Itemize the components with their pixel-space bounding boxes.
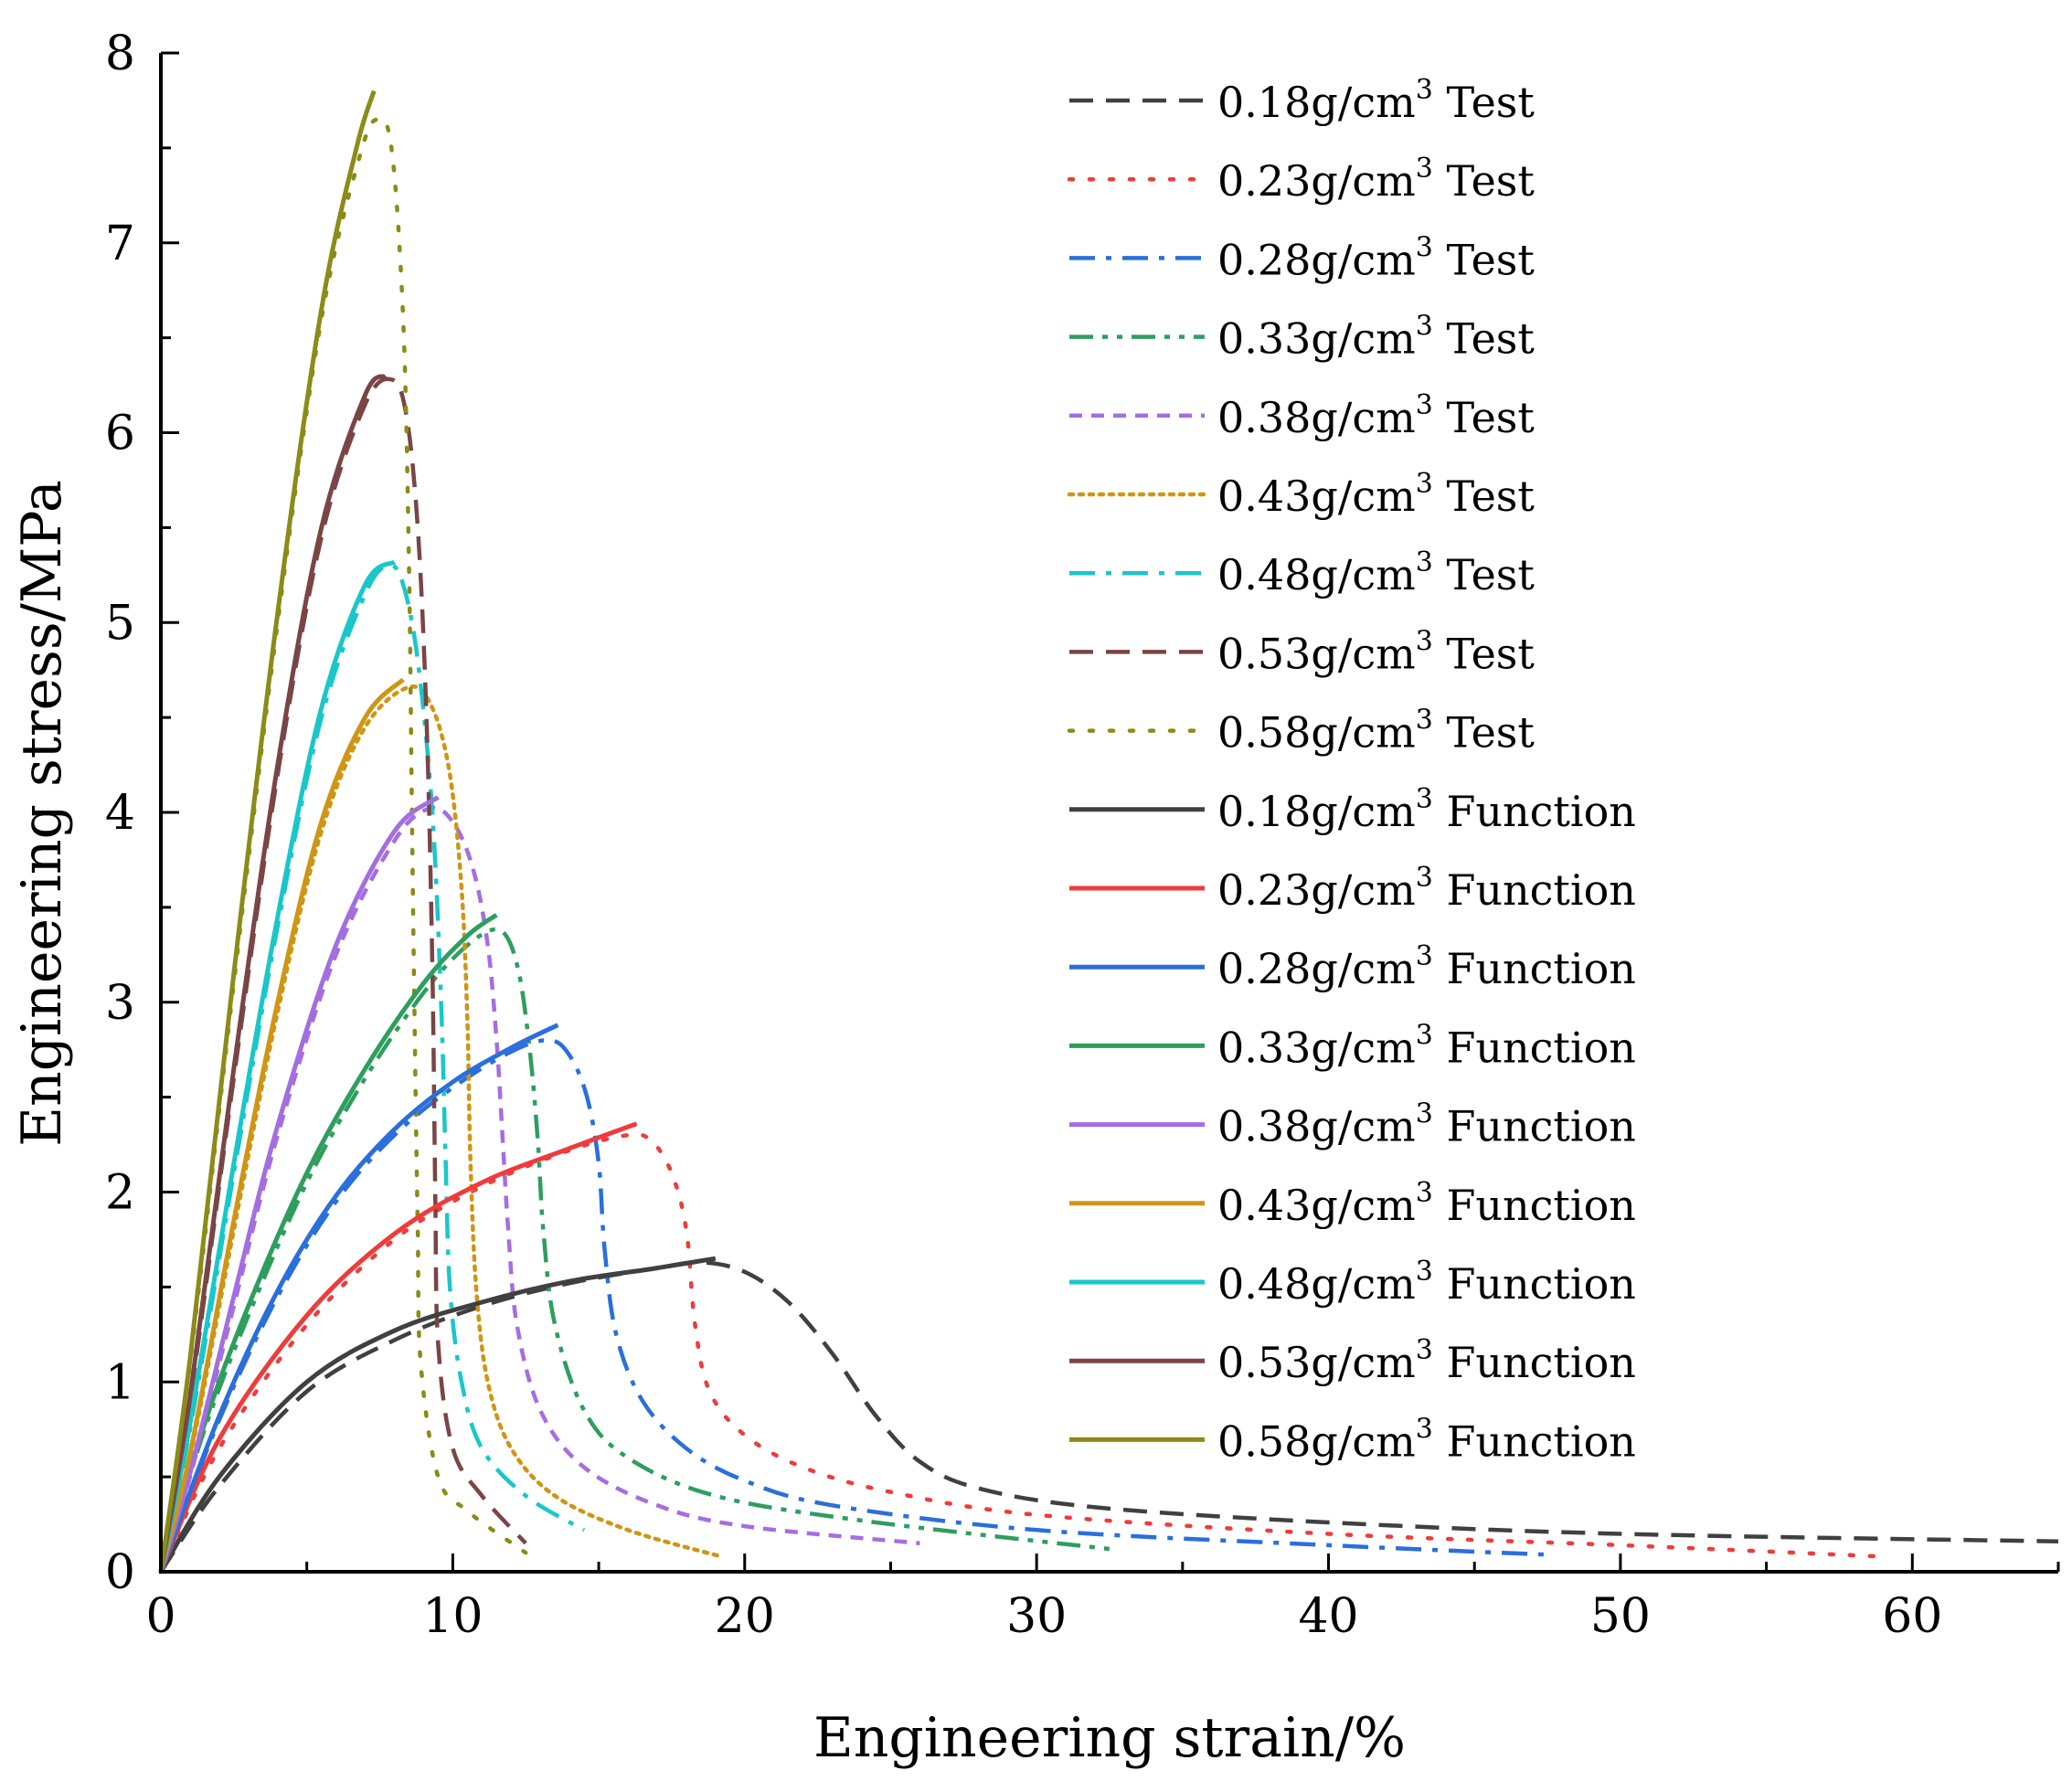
y-tick-label: 2 <box>105 1166 135 1221</box>
y-tick-label: 0 <box>105 1545 135 1600</box>
legend-label: 0.23g/cm3 Function <box>1217 862 1636 915</box>
axes: 0 10 20 30 40 50 60 0 1 2 3 4 5 6 7 8 <box>105 27 2060 1644</box>
series-line-038-test <box>158 805 920 1573</box>
legend: 0.18g/cm3 Test 0.23g/cm3 Test 0.28g/cm3 Te… <box>1067 74 1636 1466</box>
y-tick-label: 6 <box>105 407 135 461</box>
legend-item: 0.58g/cm3 Test <box>1067 705 1535 758</box>
y-tick-label: 8 <box>105 27 135 81</box>
legend-item: 0.28g/cm3 Test <box>1069 231 1535 284</box>
y-ticks: 0 1 2 3 4 5 6 7 8 <box>105 27 179 1600</box>
legend-label: 0.28g/cm3 Function <box>1217 940 1636 993</box>
legend-item: 0.48g/cm3 Test <box>1069 546 1535 599</box>
legend-item: 0.53g/cm3 Test <box>1069 625 1535 678</box>
x-axis-title: Engineering strain/% <box>813 1706 1406 1770</box>
series-line-043-function <box>158 677 405 1573</box>
legend-label: 0.58g/cm3 Test <box>1217 705 1535 758</box>
series-line-058-function <box>158 90 377 1573</box>
series-line-033-test <box>158 927 1110 1573</box>
y-tick-label: 3 <box>105 976 135 1031</box>
legend-item: 0.18g/cm3 Function <box>1069 783 1636 836</box>
legend-label: 0.43g/cm3 Test <box>1217 468 1535 521</box>
series-line-018-test <box>159 1260 2059 1574</box>
x-ticks: 0 10 20 30 40 50 60 <box>145 1553 2060 1644</box>
legend-item: 0.23g/cm3 Function <box>1069 862 1636 915</box>
legend-item: 0.43g/cm3 Function <box>1069 1177 1636 1230</box>
x-tick-label: 50 <box>1590 1589 1651 1644</box>
series-line-018-function <box>158 1256 717 1574</box>
legend-label: 0.18g/cm3 Test <box>1217 74 1535 127</box>
legend-label: 0.18g/cm3 Function <box>1217 783 1636 836</box>
legend-label: 0.43g/cm3 Function <box>1217 1177 1636 1230</box>
series-line-038-function <box>158 795 440 1573</box>
x-tick-label: 30 <box>1006 1589 1067 1644</box>
legend-item: 0.23g/cm3 Test <box>1067 153 1535 206</box>
legend-item: 0.58g/cm3 Function <box>1069 1413 1636 1466</box>
legend-item: 0.48g/cm3 Function <box>1069 1256 1636 1309</box>
legend-label: 0.23g/cm3 Test <box>1217 153 1535 206</box>
legend-item: 0.38g/cm3 Function <box>1069 1098 1636 1151</box>
legend-item: 0.53g/cm3 Function <box>1069 1334 1636 1387</box>
legend-label: 0.33g/cm3 Function <box>1217 1019 1636 1072</box>
series-line-053-test <box>158 376 527 1573</box>
legend-label: 0.28g/cm3 Test <box>1217 231 1535 284</box>
legend-item: 0.18g/cm3 Test <box>1069 74 1535 127</box>
legend-item: 0.38g/cm3 Test <box>1069 389 1535 442</box>
series-line-058-test <box>158 116 528 1575</box>
legend-item: 0.33g/cm3 Test <box>1069 311 1535 364</box>
series-line-023-test <box>158 1132 1886 1575</box>
series-line-028-test <box>158 1038 1548 1573</box>
legend-label: 0.58g/cm3 Function <box>1217 1413 1636 1466</box>
series-line-053-function <box>158 373 388 1573</box>
legend-item: 0.28g/cm3 Function <box>1069 940 1636 993</box>
x-tick-label: 20 <box>715 1589 775 1644</box>
x-tick-label: 0 <box>145 1589 175 1644</box>
x-tick-label: 40 <box>1298 1589 1358 1644</box>
series-line-043-test <box>158 684 724 1575</box>
series-line-028-function <box>158 1023 559 1573</box>
series-line-023-function <box>158 1121 638 1574</box>
legend-label: 0.48g/cm3 Test <box>1217 546 1535 599</box>
legend-label: 0.38g/cm3 Test <box>1217 389 1535 442</box>
x-tick-label: 60 <box>1882 1589 1942 1644</box>
y-axis-title: Engineering stress/MPa <box>10 480 74 1146</box>
legend-label: 0.33g/cm3 Test <box>1217 311 1535 364</box>
x-tick-label: 10 <box>422 1589 483 1644</box>
series-line-048-function <box>158 559 397 1573</box>
legend-item: 0.33g/cm3 Function <box>1069 1019 1636 1072</box>
y-tick-label: 7 <box>105 217 135 271</box>
legend-item: 0.43g/cm3 Test <box>1067 468 1535 521</box>
y-tick-label: 5 <box>105 596 135 651</box>
legend-label: 0.53g/cm3 Test <box>1217 625 1535 678</box>
y-tick-label: 1 <box>105 1355 135 1410</box>
legend-label: 0.48g/cm3 Function <box>1217 1256 1636 1309</box>
plot-curves <box>158 90 2059 1575</box>
y-tick-label: 4 <box>105 786 135 841</box>
legend-label: 0.53g/cm3 Function <box>1217 1334 1636 1387</box>
legend-label: 0.38g/cm3 Function <box>1217 1098 1636 1151</box>
